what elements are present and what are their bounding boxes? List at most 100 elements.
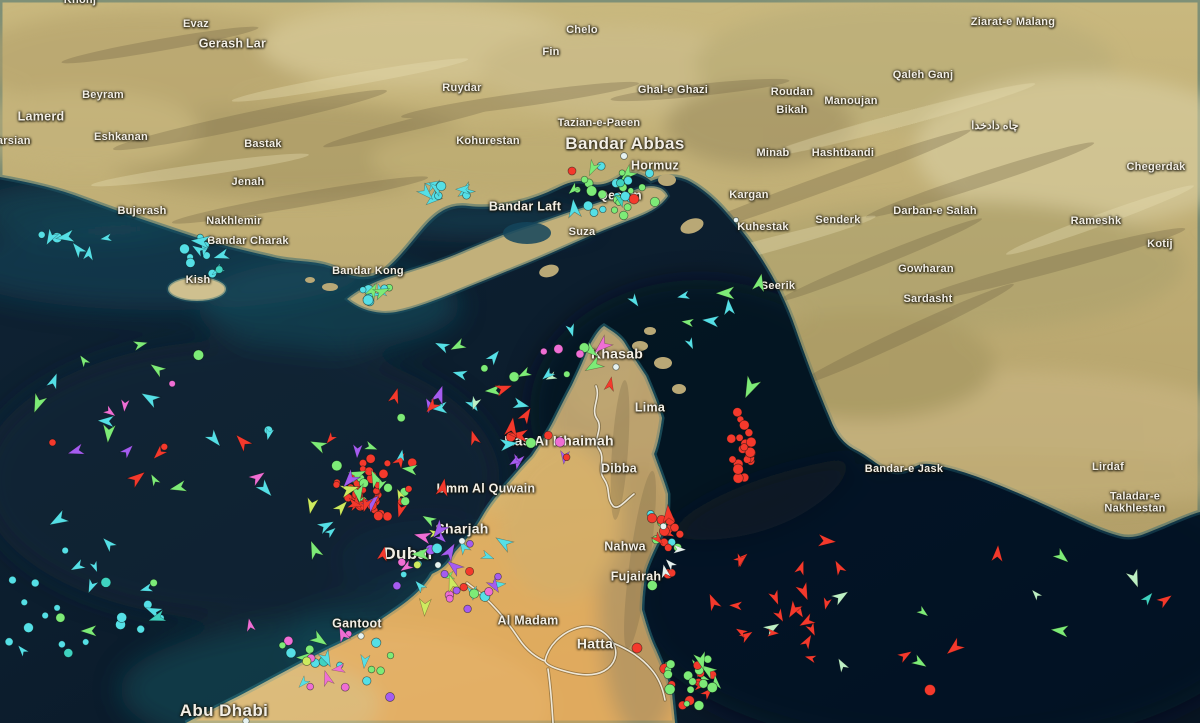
vessel-marker-abu-dhabi-offshore[interactable]	[8, 575, 17, 585]
hatta-coast-vessel-dot[interactable]	[631, 642, 643, 654]
vessel-marker-gantoot-coast-traffic[interactable]	[285, 647, 297, 659]
vessel-marker-strait-approach-scatter[interactable]	[480, 364, 489, 373]
vessel-marker-dubai-coast-traffic[interactable]	[392, 581, 402, 591]
vessel-marker-kish-island-traffic[interactable]	[212, 247, 232, 263]
vessel-marker-dubai-coast-traffic[interactable]	[445, 594, 454, 603]
vessel-marker-gulf-west-scatter[interactable]	[45, 371, 61, 391]
rak-vessel-dot[interactable]	[554, 436, 566, 448]
vessel-marker-khor-fakkan-cluster[interactable]	[686, 685, 695, 694]
vessel-marker-gulf-of-oman-red-scatter[interactable]	[830, 587, 851, 607]
vessel-marker-gantoot-coast-traffic[interactable]	[376, 666, 385, 675]
vessel-marker-sharjah-anchorage-halo[interactable]	[305, 538, 325, 562]
vessel-marker-gantoot-coast-traffic[interactable]	[283, 635, 294, 646]
vessel-marker-dubai-coast-traffic[interactable]	[484, 587, 494, 597]
vessel-marker-abu-dhabi-offshore[interactable]	[23, 622, 34, 633]
vessel-marker-hormuz-bay-scatter[interactable]	[723, 298, 736, 317]
vessel-marker-bandar-abbas-anchorage[interactable]	[616, 178, 625, 188]
vessel-marker-strait-red-anchorage-column[interactable]	[735, 433, 744, 442]
vessel-marker-bandar-abbas-anchorage[interactable]	[620, 191, 631, 202]
vessel-marker-khor-fakkan-cluster[interactable]	[683, 700, 691, 708]
vessel-marker-gulf-west-scatter[interactable]	[247, 468, 268, 488]
vessel-marker-charak-coast-traffic[interactable]	[99, 232, 113, 243]
vessel-marker-gantoot-coast-traffic[interactable]	[362, 676, 372, 686]
vessel-marker-gantoot-coast-traffic[interactable]	[359, 653, 371, 670]
vessel-marker-bandar-abbas-anchorage[interactable]	[610, 206, 619, 214]
vessel-marker-gulf-west-scatter[interactable]	[66, 442, 86, 459]
vessel-marker-strait-approach-scatter[interactable]	[468, 395, 483, 412]
vessel-marker-hormuz-bay-scatter[interactable]	[714, 285, 736, 301]
vessel-marker-abu-dhabi-offshore[interactable]	[68, 558, 87, 574]
large-green-vessel-arrow[interactable]	[738, 373, 763, 401]
vessel-marker-sharjah-anchorage[interactable]	[332, 480, 341, 489]
vessel-marker-khor-fakkan-cluster[interactable]	[706, 682, 718, 693]
vessel-marker-sharjah-anchorage-halo[interactable]	[323, 431, 338, 446]
vessel-marker-bandar-abbas-anchorage[interactable]	[627, 187, 635, 195]
vessel-marker-gulf-of-oman-red-scatter[interactable]	[794, 580, 813, 603]
vessel-marker-dubai-coast-traffic[interactable]	[400, 571, 408, 578]
vessel-marker-gantoot-coast-traffic[interactable]	[306, 682, 314, 691]
vessel-marker-khor-fakkan-cluster[interactable]	[703, 654, 713, 664]
vessel-marker-strait-red-anchorage-column[interactable]	[732, 463, 744, 475]
vessel-marker-abu-dhabi-offshore[interactable]	[116, 612, 128, 623]
vessel-marker-bandar-kong-traffic[interactable]	[363, 281, 381, 301]
vessel-marker-gulf-west-scatter[interactable]	[48, 438, 57, 447]
vessel-marker-fujairah-anchorage[interactable]	[646, 580, 658, 591]
vessel-marker-gulf-west-scatter[interactable]	[102, 404, 118, 419]
vessel-marker-khor-fakkan-cluster[interactable]	[698, 679, 709, 689]
vessel-marker-strait-red-anchorage-column[interactable]	[739, 419, 750, 431]
khasab-city-dot[interactable]	[612, 363, 620, 371]
vessel-marker-dubai-coast-traffic[interactable]	[452, 586, 461, 595]
vessel-marker-gulf-of-oman-red-scatter[interactable]	[797, 612, 817, 630]
vessel-marker-khor-fakkan-cluster[interactable]	[688, 677, 697, 686]
vessel-marker-sharjah-anchorage[interactable]	[400, 496, 410, 506]
vessel-marker-dubai-coast-traffic[interactable]	[444, 573, 461, 594]
vessel-marker-oman-far-scatter[interactable]	[1155, 591, 1174, 610]
vessel-marker-khor-fakkan-cluster[interactable]	[663, 669, 673, 680]
vessel-marker-rak-offshore-mix[interactable]	[498, 437, 519, 452]
vessel-marker-strait-approach-scatter[interactable]	[433, 338, 452, 355]
vessel-marker-hormuz-bay-scatter[interactable]	[751, 272, 768, 294]
vessel-marker-dubai-coast-traffic[interactable]	[463, 604, 472, 614]
vessel-marker-sharjah-anchorage-halo[interactable]	[434, 477, 450, 498]
vessel-marker-abu-dhabi-offshore[interactable]	[53, 604, 61, 612]
vessel-marker-gantoot-coast-traffic[interactable]	[371, 637, 382, 648]
vessel-marker-gulf-of-oman-red-scatter[interactable]	[816, 533, 837, 548]
vessel-marker-abu-dhabi-offshore[interactable]	[4, 637, 14, 647]
vessel-marker-dubai-coast-traffic[interactable]	[410, 547, 430, 561]
vessel-marker-gulf-west-scatter[interactable]	[101, 423, 117, 444]
vessel-marker-dubai-coast-traffic[interactable]	[433, 530, 449, 545]
vessel-marker-musandam-west-traffic[interactable]	[582, 354, 606, 376]
vessel-marker-musandam-west-traffic[interactable]	[590, 334, 614, 357]
vessel-marker-gulf-of-oman-red-scatter[interactable]	[772, 607, 787, 624]
vessel-marker-bandar-kong-traffic[interactable]	[371, 283, 392, 301]
vessel-marker-dubai-coast-traffic[interactable]	[494, 572, 502, 581]
gantoot-city-dot[interactable]	[357, 632, 365, 640]
vessel-marker-kish-island-traffic[interactable]	[179, 243, 190, 255]
vessel-marker-gantoot-coast-traffic[interactable]	[278, 641, 287, 650]
vessel-marker-gulf-of-oman-red-scatter[interactable]	[792, 604, 806, 619]
vessel-marker-khuran-channel[interactable]	[415, 182, 437, 204]
vessel-marker-sharjah-anchorage-halo[interactable]	[360, 491, 383, 514]
vessel-marker-gulf-of-oman-red-scatter[interactable]	[767, 588, 783, 606]
vessel-marker-fujairah-anchorage[interactable]	[659, 563, 672, 580]
vessel-marker-gulf-west-scatter[interactable]	[192, 349, 205, 361]
vessel-marker-dubai-coast-traffic[interactable]	[376, 545, 390, 563]
vessel-marker-gulf-of-oman-red-scatter[interactable]	[728, 601, 743, 611]
vessel-marker-fujairah-anchorage[interactable]	[672, 544, 687, 554]
vessel-marker-dubai-coast-traffic[interactable]	[412, 529, 434, 546]
vessel-marker-hormuz-bay-scatter[interactable]	[701, 314, 721, 329]
vessel-marker-khor-fakkan-cluster[interactable]	[693, 700, 705, 711]
vessel-marker-sharjah-anchorage-halo[interactable]	[395, 448, 406, 463]
vessel-marker-bandar-abbas-anchorage[interactable]	[644, 168, 655, 178]
vessel-marker-dubai-coast-traffic[interactable]	[444, 557, 466, 578]
vessel-marker-fujairah-anchorage[interactable]	[646, 512, 658, 524]
vessel-marker-rak-offshore-mix[interactable]	[562, 453, 571, 462]
vessel-marker-bandar-abbas-anchorage[interactable]	[618, 169, 626, 177]
vessel-marker-strait-red-anchorage-column[interactable]	[732, 407, 743, 418]
khasab-vessel-dot[interactable]	[575, 349, 585, 359]
vessel-marker-musandam-west-traffic[interactable]	[553, 344, 564, 354]
vessel-marker-musandam-west-traffic[interactable]	[539, 366, 557, 383]
vessel-marker-dubai-coast-traffic[interactable]	[413, 560, 422, 569]
vessel-marker-gantoot-coast-traffic[interactable]	[302, 656, 312, 666]
